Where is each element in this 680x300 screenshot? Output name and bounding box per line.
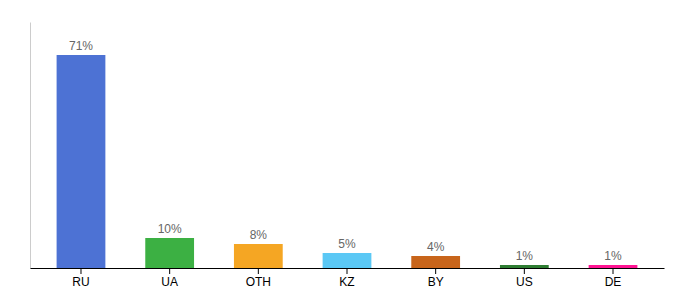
x-tick-mark (613, 268, 614, 274)
x-tick: OTH (246, 268, 271, 289)
data-label: 4% (427, 240, 445, 254)
x-tick: BY (428, 268, 444, 289)
x-tick: US (516, 268, 533, 289)
x-tick-mark (524, 268, 525, 274)
data-label: 71% (69, 39, 93, 53)
bars (57, 55, 638, 268)
x-tick-label: US (516, 275, 533, 289)
data-label: 10% (158, 222, 182, 236)
x-axis: RU UA OTH KZ BY US DE (31, 268, 665, 289)
x-tick-mark (347, 268, 348, 274)
bar (145, 238, 194, 268)
x-tick-mark (80, 268, 81, 274)
data-labels: 71% 10% 8% 5% 4% 1% 1% (69, 39, 622, 263)
chart: RU UA OTH KZ BY US DE 71% 10% 8% 5% 4% 1% 1% (0, 0, 680, 300)
x-tick: DE (605, 268, 622, 289)
y-axis-line (30, 23, 31, 269)
data-label: 8% (250, 228, 268, 242)
y-axis (30, 23, 31, 269)
bar (411, 256, 460, 268)
x-tick: KZ (339, 268, 354, 289)
x-tick-label: DE (605, 275, 622, 289)
bar (234, 244, 283, 268)
x-tick: UA (161, 268, 178, 289)
data-label: 1% (604, 249, 622, 263)
bar (500, 265, 549, 268)
x-tick-mark (258, 268, 259, 274)
plot: RU UA OTH KZ BY US DE 71% 10% 8% 5% 4% 1% 1% (31, 23, 665, 289)
data-label: 1% (516, 249, 534, 263)
bar (323, 253, 372, 268)
x-tick-label: UA (161, 275, 178, 289)
x-tick-label: BY (428, 275, 444, 289)
bar (57, 55, 106, 268)
x-tick-label: KZ (339, 275, 354, 289)
x-tick-label: OTH (246, 275, 271, 289)
x-tick-mark (169, 268, 170, 274)
x-tick-label: RU (72, 275, 89, 289)
bar (589, 265, 638, 268)
x-tick-mark (435, 268, 436, 274)
data-label: 5% (338, 237, 356, 251)
x-tick: RU (72, 268, 89, 289)
